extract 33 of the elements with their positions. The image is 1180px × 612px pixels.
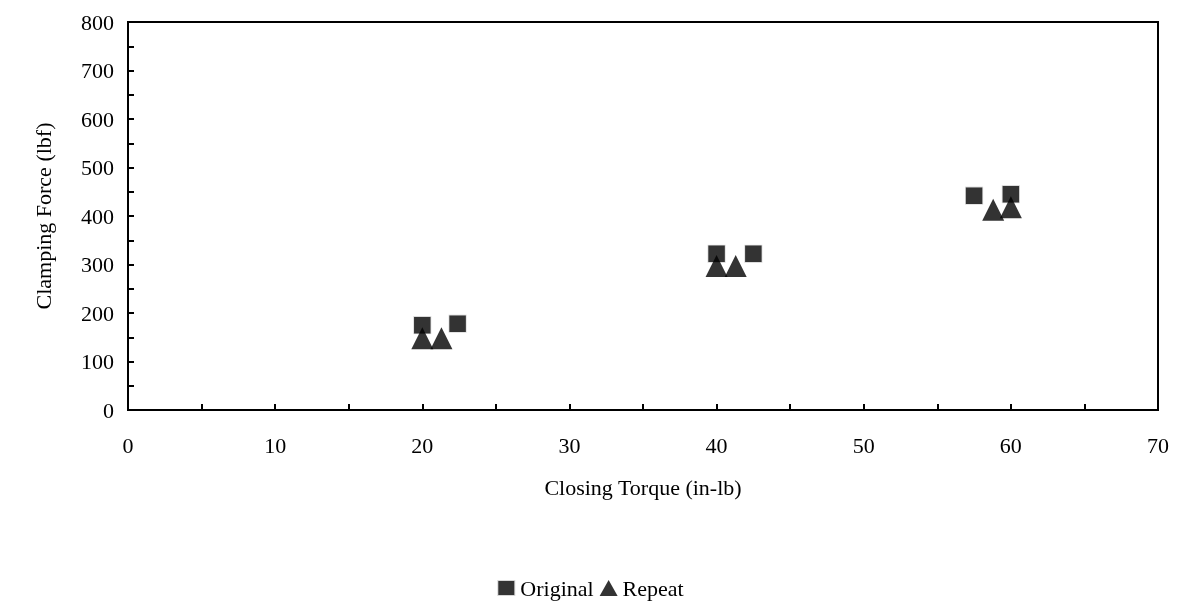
- x-tick-label: 20: [411, 432, 434, 458]
- x-tick-label: 40: [705, 432, 728, 458]
- y-tick-label: 600: [81, 106, 114, 132]
- y-tick-label: 0: [103, 397, 114, 423]
- point: [705, 254, 728, 277]
- y-tick-label: 100: [81, 349, 114, 374]
- point: [706, 244, 727, 264]
- y-axis-title: Clamping Force (lbf): [30, 122, 56, 310]
- point: [412, 315, 433, 335]
- point: [447, 313, 468, 334]
- y-tick-label: 400: [81, 203, 114, 229]
- legend-label: Repeat: [622, 575, 684, 601]
- x-tick-label: 10: [264, 432, 287, 458]
- legend-label: Original: [520, 575, 594, 601]
- y-tick-label: 200: [81, 300, 114, 326]
- point: [724, 254, 747, 277]
- y-tick-label: 700: [81, 58, 114, 83]
- x-tick-label: 60: [999, 432, 1022, 458]
- point: [1001, 184, 1021, 204]
- point: [999, 196, 1022, 219]
- point: [411, 327, 434, 350]
- x-tick-label: 70: [1147, 432, 1169, 458]
- x-tick-label: 30: [558, 432, 581, 458]
- x-tick-label: 50: [852, 432, 875, 458]
- point: [430, 327, 453, 350]
- x-axis-title: Closing Torque (in-lb): [544, 474, 742, 500]
- point: [743, 244, 764, 264]
- point: [982, 198, 1005, 221]
- x-tick-label: 0: [122, 432, 134, 458]
- y-tick-label: 300: [81, 252, 114, 277]
- y-tick-label: 500: [81, 155, 114, 180]
- y-tick-label: 800: [81, 9, 114, 35]
- point: [964, 185, 984, 206]
